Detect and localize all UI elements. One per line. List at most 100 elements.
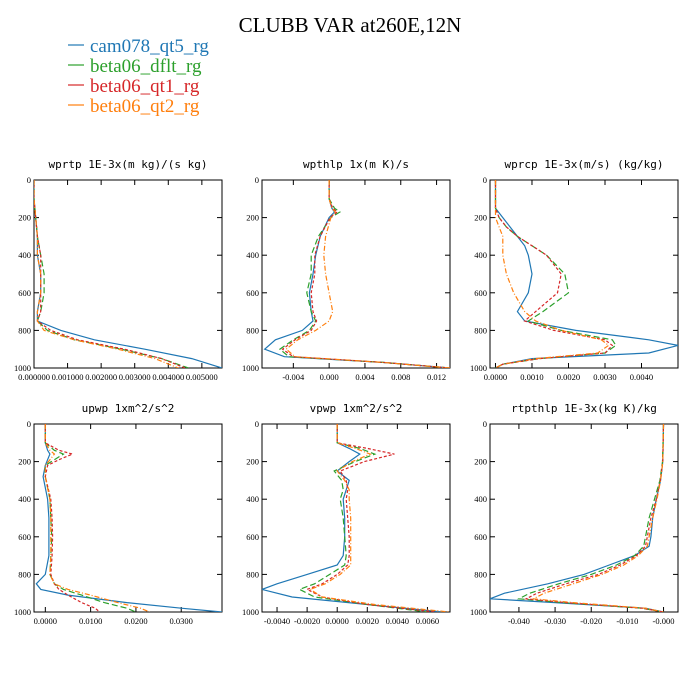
panel: wpthlp 1x(m K)/s 0 200 400 600 800 1000 -0.004 0…: [242, 158, 451, 382]
series-line: [494, 180, 678, 368]
x-tick-label: 0.0060: [416, 616, 439, 626]
x-tick-label: 0.000: [320, 372, 339, 382]
x-tick-label: 0.0030: [593, 372, 616, 382]
y-tick-label: 800: [18, 569, 31, 579]
legend: cam078_qt5_rgbeta06_dflt_rgbeta06_qt1_rg…: [68, 36, 209, 117]
y-tick-label: 400: [246, 250, 259, 260]
plot-frame: [261, 179, 451, 369]
y-tick-label: 600: [474, 288, 487, 298]
x-tick-label: -0.004: [282, 372, 305, 382]
x-tick-label: 0.002000: [85, 372, 117, 382]
legend-label: beta06_dflt_rg: [90, 56, 202, 77]
y-tick-label: 0: [483, 419, 487, 429]
y-tick-label: 800: [18, 325, 31, 335]
y-tick-label: 200: [474, 457, 487, 467]
series-line: [531, 424, 665, 612]
panel: rtpthlp 1E-3x(kg K)/kg 0 200 400 600 800 1000 -…: [470, 402, 679, 626]
y-tick-label: 400: [474, 250, 487, 260]
series-line: [44, 424, 101, 612]
series-line: [262, 424, 443, 612]
x-tick-label: 0.005000: [186, 372, 218, 382]
series-line: [34, 180, 179, 368]
series-line: [34, 180, 189, 368]
series-line: [490, 424, 665, 612]
y-tick-label: 0: [255, 175, 259, 185]
plot-frame: [33, 179, 223, 369]
y-tick-label: 0: [255, 419, 259, 429]
y-tick-label: 200: [246, 213, 259, 223]
x-tick-label: 0.0040: [630, 372, 653, 382]
x-tick-label: 0.0010: [520, 372, 543, 382]
y-tick-label: 1000: [470, 363, 487, 373]
series-line: [285, 180, 450, 368]
x-tick-label: 0.004: [355, 372, 375, 382]
panel-title: rtpthlp 1E-3x(kg K)/kg: [511, 402, 657, 415]
y-tick-label: 400: [474, 494, 487, 504]
x-tick-label: 0.0000: [34, 616, 57, 626]
panel: wprcp 1E-3x(m/s) (kg/kg) 0 200 400 600 800 100…: [470, 158, 679, 382]
plot-frame: [33, 423, 223, 613]
plot-frame: [489, 179, 679, 369]
x-tick-label: -0.000: [653, 616, 675, 626]
series-line: [494, 180, 610, 368]
series-line: [524, 424, 665, 612]
y-tick-label: 0: [483, 175, 487, 185]
series-line: [298, 424, 428, 612]
y-tick-label: 800: [246, 325, 259, 335]
series-line: [281, 180, 450, 368]
y-tick-label: 600: [18, 288, 31, 298]
y-tick-label: 200: [474, 213, 487, 223]
y-tick-label: 800: [246, 569, 259, 579]
x-tick-label: 0.004000: [152, 372, 184, 382]
series-line: [278, 180, 450, 368]
y-tick-label: 1000: [14, 607, 31, 617]
x-tick-label: 0.0000: [326, 616, 349, 626]
y-tick-label: 600: [246, 532, 259, 542]
x-tick-label: 0.012: [427, 372, 446, 382]
y-tick-label: 600: [474, 532, 487, 542]
panel-title: wprcp 1E-3x(m/s) (kg/kg): [505, 158, 664, 171]
plot-frame: [489, 423, 679, 613]
panel-title: wpthlp 1x(m K)/s: [303, 158, 409, 171]
series-line: [35, 424, 222, 612]
x-tick-label: 0.0000: [484, 372, 507, 382]
x-tick-label: -0.040: [508, 616, 530, 626]
x-tick-label: 0.0040: [386, 616, 409, 626]
y-tick-label: 800: [474, 569, 487, 579]
y-tick-label: 200: [18, 213, 31, 223]
x-tick-label: 0.001000: [52, 372, 84, 382]
panels: wprtp 1E-3x(m kg)/(s kg) 0 200 400 600 800 100…: [14, 158, 679, 626]
series-line: [34, 180, 222, 368]
series-line: [494, 180, 614, 368]
x-tick-label: 0.0300: [170, 616, 193, 626]
panel: wprtp 1E-3x(m kg)/(s kg) 0 200 400 600 800 100…: [14, 158, 223, 382]
series-line: [494, 180, 617, 368]
y-tick-label: 1000: [470, 607, 487, 617]
series-line: [305, 424, 436, 612]
y-tick-label: 600: [18, 532, 31, 542]
plot-frame: [261, 423, 451, 613]
x-tick-label: 0.008: [391, 372, 410, 382]
x-tick-label: 0.0020: [356, 616, 379, 626]
legend-label: beta06_qt1_rg: [90, 76, 200, 97]
y-tick-label: 1000: [242, 607, 259, 617]
series-line: [263, 180, 450, 368]
x-tick-label: -0.010: [616, 616, 638, 626]
y-tick-label: 400: [246, 494, 259, 504]
legend-label: cam078_qt5_rg: [90, 36, 209, 57]
x-tick-label: 0.003000: [119, 372, 151, 382]
series-line: [44, 424, 150, 612]
x-tick-label: 0.000000: [18, 372, 50, 382]
panel-title: wprtp 1E-3x(m kg)/(s kg): [49, 158, 208, 171]
y-tick-label: 800: [474, 325, 487, 335]
x-tick-label: 0.0100: [79, 616, 102, 626]
figure-title: CLUBB VAR at260E,12N: [239, 13, 462, 37]
panel-title: upwp 1xm^2/s^2: [82, 402, 175, 415]
y-tick-label: 0: [27, 175, 31, 185]
x-tick-label: -0.0020: [294, 616, 320, 626]
series-line: [34, 180, 186, 368]
series-line: [44, 424, 137, 612]
x-tick-label: -0.030: [544, 616, 566, 626]
